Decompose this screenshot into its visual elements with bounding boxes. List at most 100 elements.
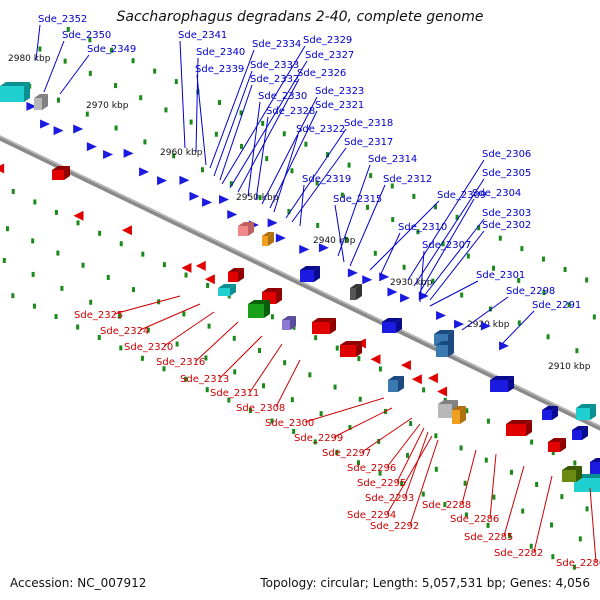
forward-gene-leader <box>461 296 509 331</box>
reverse-gene-leader <box>333 407 393 438</box>
forward-gene-arrow <box>418 291 429 301</box>
scale-tick-mark <box>348 425 352 431</box>
reverse-gene-arrow <box>0 163 5 174</box>
scale-tick-mark <box>214 131 218 137</box>
green-feature-block-side <box>264 300 270 318</box>
forward-gene-leader <box>501 310 535 345</box>
forward-gene-label: Sde_2306 <box>482 149 531 160</box>
scale-tick-mark <box>422 387 426 393</box>
forward-gene-label: Sde_2328 <box>266 106 315 117</box>
scale-tick-mark <box>227 397 231 403</box>
scale-tick-mark <box>529 543 533 549</box>
reverse-gene-label: Sde_2294 <box>347 510 396 521</box>
reverse-gene-leader <box>396 427 425 483</box>
scale-label: 2910 kbp <box>548 362 591 372</box>
forward-gene-leader <box>209 49 255 169</box>
forward-gene-label: Sde_2323 <box>315 86 364 97</box>
forward-gene-label: Sde_2305 <box>482 168 531 179</box>
scale-tick-mark <box>233 369 237 375</box>
reverse-gene-leader <box>195 321 239 362</box>
forward-gene-leader <box>337 164 371 257</box>
scale-tick-mark <box>143 139 147 145</box>
cyan-feature-block-side <box>24 82 30 102</box>
forward-gene-label: Sde_2310 <box>398 222 447 233</box>
scale-tick-mark <box>204 355 208 361</box>
scale-tick-mark <box>270 418 274 424</box>
forward-gene-arrow <box>480 321 491 331</box>
scale-tick-mark <box>57 97 60 103</box>
scale-tick-mark <box>182 311 186 317</box>
steel-feature-block <box>388 380 398 392</box>
scale-tick-mark <box>76 220 80 226</box>
scale-tick-mark <box>239 110 243 116</box>
violet-feature-block-side <box>290 316 296 330</box>
scale-tick-mark <box>63 58 67 64</box>
scale-tick-mark <box>377 438 381 444</box>
reverse-gene-label: Sde_2282 <box>494 548 543 559</box>
reverse-gene-block <box>548 442 560 452</box>
reverse-gene-arrow <box>427 373 438 384</box>
scale-tick-mark <box>466 253 470 259</box>
violet-feature-block-top <box>282 316 296 320</box>
scale-tick-mark <box>551 554 555 560</box>
scale-tick-mark <box>31 271 35 277</box>
reverse-gene-block-top <box>506 420 532 424</box>
scale-tick-mark <box>174 79 178 85</box>
scale-tick-mark <box>542 290 546 296</box>
forward-gene-label: Sde_2304 <box>472 188 521 199</box>
forward-gene-leader <box>285 128 347 219</box>
forward-gene-block-top <box>490 376 514 380</box>
reverse-gene-leader <box>503 465 525 537</box>
forward-gene-leader <box>237 78 300 193</box>
scale-tick-mark <box>460 292 464 298</box>
scale-tick-mark <box>119 345 123 351</box>
scale-tick-mark <box>290 168 294 174</box>
forward-gene-leader <box>35 24 41 61</box>
reverse-gene-arrow <box>400 360 411 371</box>
scale-tick-mark <box>88 70 92 76</box>
reverse-gene-block <box>340 345 356 357</box>
scale-tick-mark <box>11 189 15 195</box>
forward-gene-label: Sde_2312 <box>383 174 432 185</box>
scale-tick-mark <box>2 257 6 263</box>
reverse-gene-block-side <box>526 420 532 436</box>
scale-tick-mark <box>433 204 437 210</box>
scale-tick-mark <box>463 480 467 486</box>
forward-gene-label: Sde_2303 <box>482 208 531 219</box>
forward-gene-block <box>572 430 582 440</box>
scale-tick-mark <box>492 494 496 500</box>
scale-tick-mark <box>378 470 382 476</box>
reverse-gene-leader <box>219 335 263 379</box>
reverse-gene-block <box>312 322 330 334</box>
forward-gene-block-top <box>300 266 320 270</box>
scale-tick-mark <box>416 229 420 235</box>
scale-tick-mark <box>400 481 404 487</box>
forward-gene-arrow <box>362 275 373 285</box>
grey-feature-block-side <box>356 284 362 300</box>
olive-feature-block-top <box>562 466 582 470</box>
scale-tick-mark <box>257 348 261 354</box>
reverse-gene-label: Sde_2297 <box>322 448 371 459</box>
scale-tick-mark <box>33 199 37 205</box>
scale-tick-mark <box>366 204 370 210</box>
reverse-gene-arrow <box>370 354 381 365</box>
reverse-gene-leader <box>163 311 215 347</box>
scale-tick-mark <box>140 355 144 361</box>
scale-tick-mark <box>340 192 344 198</box>
orange-feature-block <box>262 236 268 246</box>
scale-tick-mark <box>119 241 123 247</box>
scale-tick-mark <box>308 372 312 378</box>
reverse-gene-label: Sde_2292 <box>370 521 419 532</box>
cyan-feature-block-side <box>590 404 596 420</box>
scale-tick-mark <box>88 37 92 43</box>
reverse-gene-label: Sde_2313 <box>180 374 229 385</box>
scale-tick-mark <box>356 460 360 466</box>
accession-text: Accession: NC_007912 <box>10 576 147 590</box>
scale-tick-mark <box>131 287 135 293</box>
forward-gene-leader <box>299 184 305 227</box>
forward-gene-arrow <box>318 243 329 253</box>
cyan-feature-block-side <box>230 284 236 296</box>
forward-gene-label: Sde_2330 <box>258 91 307 102</box>
forward-gene-arrow <box>299 244 310 254</box>
reverse-gene-label: Sde_2320 <box>124 342 173 353</box>
